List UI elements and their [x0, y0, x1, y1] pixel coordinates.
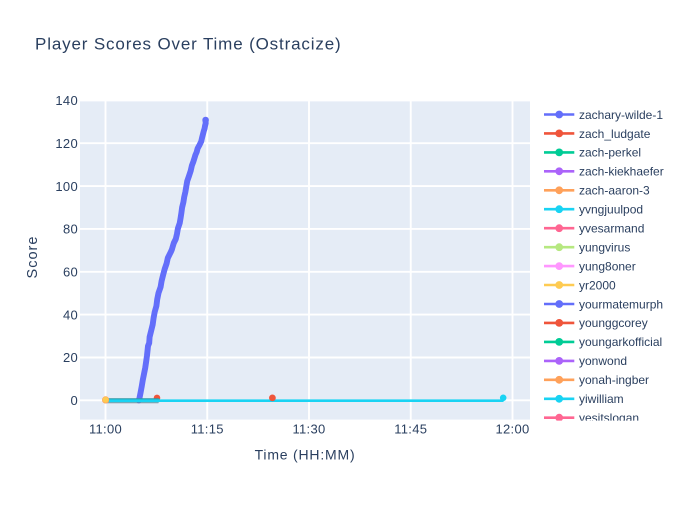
svg-text:Player Scores Over Time (Ostra: Player Scores Over Time (Ostracize) [35, 35, 342, 54]
svg-text:yr2000: yr2000 [579, 278, 616, 292]
svg-text:11:30: 11:30 [292, 421, 325, 436]
svg-text:yiwilliam: yiwilliam [579, 392, 624, 406]
svg-text:100: 100 [55, 179, 78, 194]
svg-text:11:45: 11:45 [394, 421, 427, 436]
svg-text:youngarkofficial: youngarkofficial [579, 335, 662, 349]
svg-text:yung8oner: yung8oner [579, 259, 636, 273]
svg-text:120: 120 [55, 136, 78, 151]
svg-text:yesitslogan: yesitslogan [579, 411, 639, 425]
svg-text:Score: Score [25, 236, 41, 279]
svg-text:zach-aaron-3: zach-aaron-3 [579, 184, 650, 198]
svg-text:11:00: 11:00 [89, 421, 122, 436]
svg-text:20: 20 [63, 350, 78, 365]
svg-text:zachary-wilde-1: zachary-wilde-1 [579, 108, 663, 122]
svg-text:80: 80 [63, 222, 78, 237]
svg-text:younggcorey: younggcorey [579, 316, 648, 330]
svg-text:Time (HH:MM): Time (HH:MM) [255, 447, 356, 463]
svg-text:zach-perkel: zach-perkel [579, 146, 641, 160]
svg-text:yonwond: yonwond [579, 354, 627, 368]
svg-text:140: 140 [55, 93, 78, 108]
svg-text:60: 60 [63, 265, 78, 280]
svg-text:yvesarmand: yvesarmand [579, 222, 644, 236]
svg-text:yourmatemurph: yourmatemurph [579, 297, 663, 311]
svg-text:40: 40 [63, 307, 78, 322]
svg-text:zach-kiekhaefer: zach-kiekhaefer [579, 165, 664, 179]
svg-text:12:00: 12:00 [495, 421, 529, 436]
svg-text:zach_ludgate: zach_ludgate [579, 127, 651, 141]
svg-text:yvngjuulpod: yvngjuulpod [579, 203, 643, 217]
svg-text:11:15: 11:15 [191, 421, 224, 436]
svg-text:0: 0 [70, 393, 78, 408]
svg-text:yungvirus: yungvirus [579, 241, 630, 255]
svg-text:yonah-ingber: yonah-ingber [579, 373, 649, 387]
